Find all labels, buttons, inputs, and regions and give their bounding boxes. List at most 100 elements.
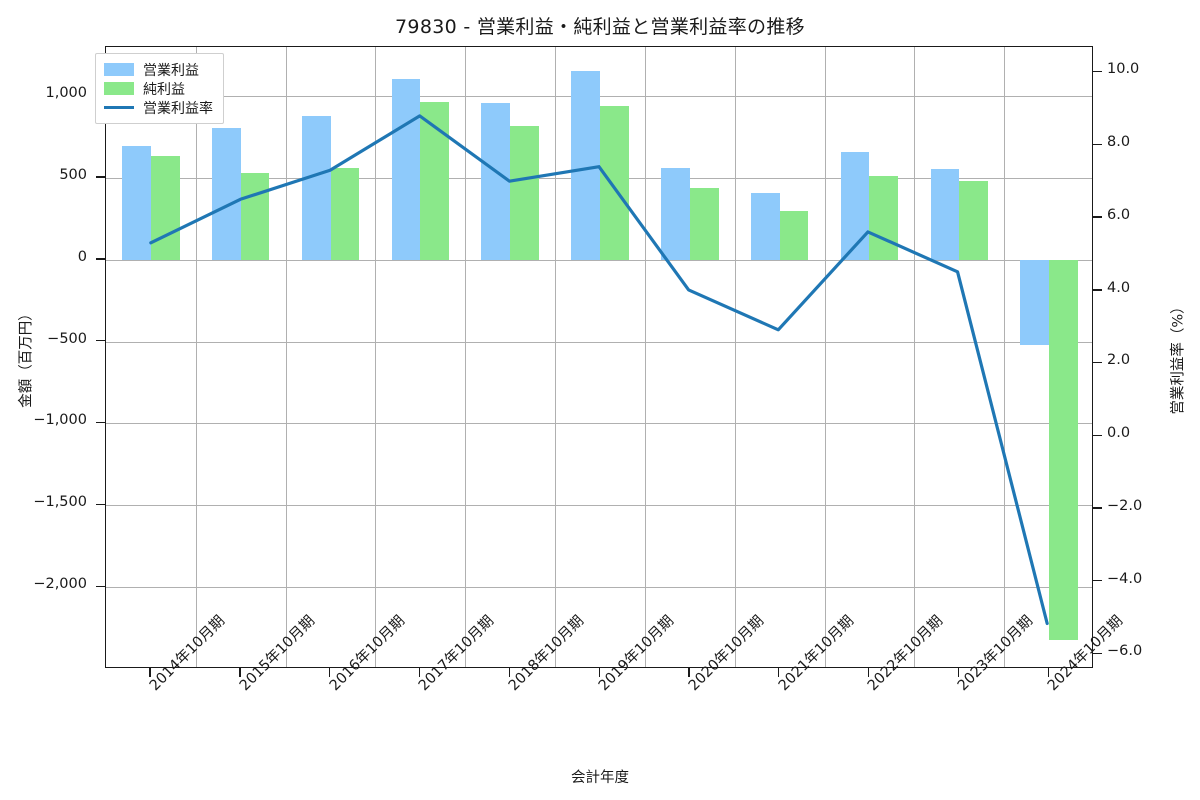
- gridline-vertical: [644, 47, 646, 667]
- bar-operating-profit: [840, 152, 870, 260]
- gridline-vertical: [465, 47, 467, 667]
- x-axis-tick: [239, 668, 241, 677]
- gridline-vertical: [1004, 47, 1006, 667]
- x-axis-tick: [957, 668, 960, 677]
- x-axis-title: 会計年度: [571, 770, 629, 786]
- x-axis-tick-label: 2014年10月期: [144, 613, 228, 695]
- y-axis-right-tick-label: 8.0: [1107, 134, 1131, 151]
- y-axis-right-tick-label: 6.0: [1107, 206, 1131, 223]
- y-axis-left-tick: [96, 258, 105, 260]
- gridline-horizontal: [106, 423, 1092, 425]
- y-axis-right-tick-label: −4.0: [1107, 570, 1143, 587]
- gridline-vertical: [285, 47, 287, 667]
- legend-item[interactable]: 営業利益率: [104, 98, 213, 117]
- bar-net-profit: [330, 167, 360, 260]
- y-axis-left-tick-label: 500: [59, 166, 87, 183]
- y-axis-right-tick: [1093, 361, 1102, 364]
- gridline-vertical: [824, 47, 826, 667]
- chart-legend: 営業利益純利益営業利益率: [95, 53, 224, 124]
- y-axis-left-tick: [96, 176, 105, 178]
- x-axis-tick: [329, 668, 331, 677]
- gridline-horizontal: [106, 587, 1092, 589]
- bar-operating-profit: [930, 169, 960, 260]
- y-axis-right-tick-label: 2.0: [1107, 352, 1131, 369]
- y-axis-left-tick-label: −1,500: [33, 494, 87, 511]
- gridline-vertical: [375, 47, 377, 667]
- x-axis-tick-label: 2024年10月期: [1042, 613, 1126, 695]
- y-axis-right-tick-label: 4.0: [1107, 279, 1131, 296]
- y-axis-left-tick-label: 0: [77, 248, 87, 265]
- gridline-vertical: [195, 47, 197, 667]
- x-axis-tick-label: 2023年10月期: [952, 613, 1036, 695]
- y-axis-right-tick-label: −2.0: [1107, 497, 1143, 514]
- x-axis-tick-label: 2015年10月期: [234, 613, 318, 695]
- y-axis-right-tick: [1093, 216, 1102, 218]
- bar-operating-profit: [571, 71, 600, 260]
- legend-item-label: 営業利益率: [143, 100, 213, 117]
- bar-net-profit: [869, 175, 899, 260]
- gridline-vertical: [914, 47, 916, 667]
- y-axis-left-title: 金額（百万円）: [16, 46, 35, 668]
- bar-operating-profit: [750, 193, 780, 260]
- bar-net-profit: [1049, 259, 1078, 640]
- plot-area: [105, 46, 1093, 668]
- gridline-vertical: [555, 47, 557, 667]
- y-axis-right-tick-label: 10.0: [1107, 61, 1140, 78]
- y-axis-right-tick: [1093, 70, 1102, 73]
- legend-item-label: 純利益: [143, 81, 185, 98]
- gridline-horizontal: [106, 505, 1092, 507]
- bar-operating-profit: [1020, 259, 1050, 345]
- y-axis-right-tick: [1093, 289, 1102, 291]
- bar-net-profit: [600, 106, 629, 260]
- x-axis-tick-label: 2020年10月期: [683, 613, 767, 695]
- bar-net-profit: [510, 126, 539, 260]
- chart-title: 79830 - 営業利益・純利益と営業利益率の推移: [395, 16, 805, 38]
- legend-swatch-icon: [104, 63, 134, 76]
- y-axis-right-tick: [1093, 652, 1102, 655]
- x-axis-tick-label: 2016年10月期: [324, 613, 407, 695]
- x-axis-tick-label: 2018年10月期: [503, 613, 587, 695]
- x-axis-tick-label: 2017年10月期: [413, 613, 497, 695]
- bar-net-profit: [689, 188, 719, 260]
- gridline-vertical: [734, 47, 736, 667]
- x-axis-tick: [778, 668, 780, 677]
- y-axis-right-tick-label: 0.0: [1107, 425, 1131, 442]
- bar-operating-profit: [122, 145, 151, 260]
- y-axis-left-tick: [96, 585, 105, 587]
- bar-operating-profit: [481, 103, 511, 260]
- operating-margin-line: [149, 114, 1049, 626]
- bar-net-profit: [240, 173, 270, 260]
- legend-swatch-icon: [104, 82, 134, 95]
- bar-operating-profit: [391, 78, 421, 260]
- y-axis-right-tick: [1093, 580, 1102, 582]
- x-axis-tick: [688, 668, 690, 677]
- y-axis-left-tick-label: −1,000: [33, 412, 87, 429]
- y-axis-left-tick: [96, 503, 105, 506]
- y-axis-left-tick-label: 1,000: [45, 85, 87, 102]
- line-series-layer: [149, 114, 1049, 626]
- x-axis-tick: [418, 668, 421, 677]
- x-axis-tick: [508, 668, 510, 677]
- legend-line-icon: [104, 105, 134, 110]
- bar-net-profit: [959, 180, 988, 260]
- bar-net-profit: [779, 211, 809, 260]
- x-axis-tick-label: 2021年10月期: [773, 613, 856, 695]
- x-axis-tick-label: 2022年10月期: [862, 613, 946, 695]
- gridline-horizontal: [106, 259, 1092, 261]
- x-axis-tick: [598, 668, 600, 677]
- y-axis-right-tick: [1093, 434, 1102, 436]
- bar-operating-profit: [661, 168, 690, 260]
- bar-net-profit: [150, 155, 180, 260]
- legend-item[interactable]: 純利益: [104, 79, 213, 98]
- bar-operating-profit: [211, 128, 241, 260]
- bar-operating-profit: [301, 116, 331, 260]
- x-axis-tick-label: 2019年10月期: [593, 613, 677, 695]
- x-axis-tick: [149, 668, 151, 677]
- y-axis-right-tick: [1093, 143, 1102, 145]
- legend-item-label: 営業利益: [143, 62, 199, 79]
- gridline-horizontal: [106, 341, 1092, 343]
- legend-item[interactable]: 営業利益: [104, 60, 213, 79]
- x-axis-tick: [867, 668, 870, 677]
- y-axis-left-tick: [96, 421, 105, 424]
